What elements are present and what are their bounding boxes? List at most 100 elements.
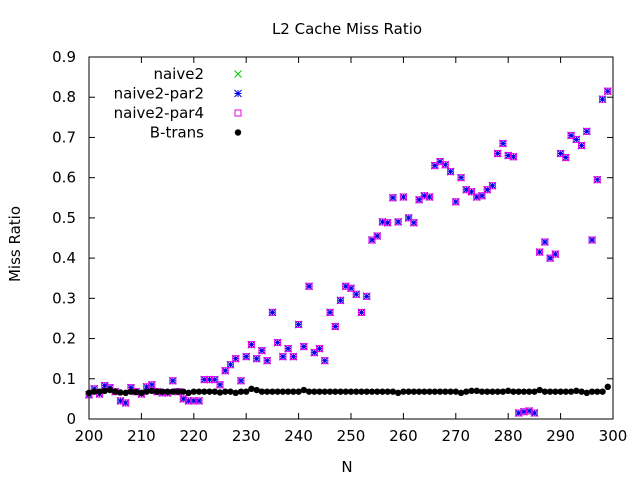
- data-point: [179, 395, 188, 403]
- legend-marker: [234, 70, 242, 78]
- data-point: [252, 354, 261, 363]
- data-point: [594, 388, 601, 395]
- data-point: [541, 388, 549, 395]
- data-point: [263, 388, 271, 395]
- x-tick-label: 250: [337, 427, 366, 445]
- data-point: [253, 386, 260, 394]
- data-point: [378, 218, 386, 226]
- data-point: [604, 87, 612, 95]
- data-point: [446, 167, 455, 176]
- data-point: [530, 409, 539, 417]
- data-point: [189, 397, 198, 405]
- data-point: [410, 388, 418, 395]
- data-point: [205, 375, 214, 384]
- data-point: [138, 389, 145, 397]
- data-point: [211, 376, 219, 384]
- data-points: [85, 87, 612, 417]
- data-point: [248, 385, 255, 393]
- data-point: [436, 388, 444, 395]
- data-point: [536, 386, 543, 394]
- data-point: [206, 388, 213, 395]
- data-point: [321, 357, 329, 365]
- data-point: [305, 282, 313, 290]
- data-point: [331, 322, 339, 330]
- data-point: [232, 389, 239, 397]
- data-point: [232, 355, 240, 363]
- data-point: [567, 388, 575, 395]
- x-axis-label: N: [341, 458, 352, 476]
- data-point: [341, 282, 350, 291]
- data-point: [274, 388, 281, 395]
- data-point: [520, 388, 528, 395]
- y-tick-label: 0.4: [52, 249, 76, 267]
- data-point: [289, 352, 298, 361]
- data-point: [247, 341, 255, 349]
- data-point: [546, 388, 554, 395]
- data-point: [441, 161, 449, 169]
- data-point: [457, 389, 465, 397]
- data-point: [263, 357, 271, 365]
- data-point: [578, 141, 586, 149]
- data-point: [190, 388, 197, 395]
- x-tick-label: 280: [494, 427, 523, 445]
- data-point: [352, 290, 361, 299]
- data-point: [216, 381, 224, 389]
- y-tick-label: 0.7: [52, 128, 76, 146]
- data-point: [106, 386, 114, 394]
- data-point: [342, 282, 350, 290]
- data-point: [226, 361, 234, 369]
- data-point: [557, 388, 564, 395]
- y-tick-label: 0.1: [52, 370, 76, 388]
- data-point: [588, 236, 596, 244]
- data-point: [374, 388, 381, 395]
- data-point: [520, 408, 528, 416]
- data-point: [462, 185, 471, 194]
- data-point: [143, 388, 150, 395]
- data-point: [431, 162, 439, 170]
- data-point: [96, 388, 103, 395]
- data-point: [221, 366, 230, 375]
- data-point: [515, 388, 522, 395]
- data-point: [279, 352, 287, 361]
- data-point: [180, 388, 187, 395]
- data-point: [295, 320, 303, 328]
- data-point: [132, 388, 140, 396]
- data-point: [410, 219, 418, 227]
- data-point: [430, 161, 439, 170]
- data-point: [405, 214, 413, 222]
- data-point: [200, 376, 208, 384]
- data-point: [347, 284, 355, 292]
- data-point: [431, 388, 439, 395]
- data-point: [420, 192, 428, 200]
- data-point: [284, 344, 292, 353]
- data-point: [290, 388, 297, 395]
- legend-label: naive2: [153, 65, 204, 83]
- data-point: [499, 139, 507, 147]
- data-point: [556, 149, 565, 158]
- data-point: [122, 389, 129, 397]
- data-point: [363, 388, 370, 395]
- data-point: [222, 388, 229, 395]
- data-point: [190, 397, 198, 405]
- data-point: [231, 354, 240, 363]
- data-point: [368, 236, 376, 244]
- data-point: [284, 388, 292, 395]
- data-point: [357, 308, 365, 316]
- data-point: [510, 388, 517, 395]
- data-point: [148, 387, 156, 395]
- data-point: [148, 380, 156, 389]
- data-point: [525, 407, 533, 415]
- x-tick-label: 300: [599, 427, 628, 445]
- axis-ticks: 200 210 220 230 240 250 260 270 280 290 300 0 0.1 0.2…: [52, 48, 627, 445]
- data-point: [179, 395, 187, 403]
- data-point: [493, 149, 502, 158]
- data-point: [567, 131, 575, 140]
- data-point: [535, 248, 544, 256]
- data-point: [389, 193, 397, 202]
- data-point: [342, 388, 349, 395]
- data-point: [258, 346, 266, 355]
- data-point: [531, 388, 538, 395]
- data-point: [546, 254, 554, 262]
- data-point: [442, 388, 449, 395]
- data-point: [546, 254, 554, 262]
